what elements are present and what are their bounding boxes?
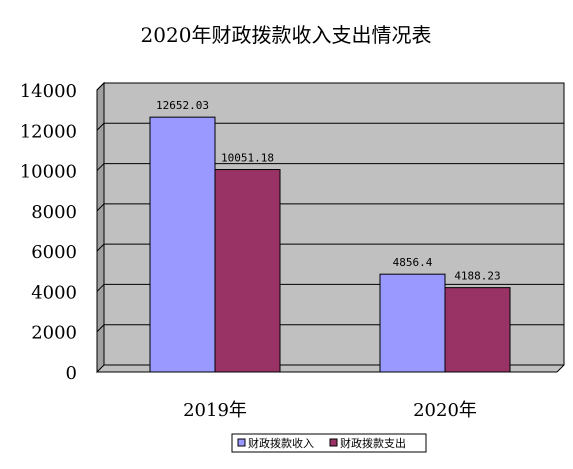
legend: 财政拨款收入 财政拨款支出 <box>231 433 427 453</box>
gridline-diag <box>96 163 105 171</box>
bar <box>149 116 216 373</box>
y-tick-label: 2000 <box>31 323 77 344</box>
legend-swatch <box>237 438 246 447</box>
data-label: 4856.4 <box>393 256 433 269</box>
bar <box>444 287 511 373</box>
bar <box>379 273 446 373</box>
y-tick-label: 0 <box>66 363 77 384</box>
legend-box <box>231 433 427 453</box>
gridline-diag <box>96 243 105 252</box>
y-tick-label: 10000 <box>20 162 77 183</box>
x-tick-label: 2019年 <box>183 400 247 421</box>
gridline-diag <box>96 324 105 333</box>
gridline-diag <box>96 82 105 91</box>
y-tick-label: 14000 <box>20 81 77 102</box>
gridline-diag <box>96 203 105 212</box>
x-axis-edge <box>556 364 565 373</box>
gridline-diag <box>96 122 105 131</box>
legend-swatch <box>329 438 338 447</box>
data-label: 4188.23 <box>454 270 500 283</box>
gridline-diag <box>96 284 105 292</box>
legend-label: 财政拨款支出 <box>340 436 406 450</box>
y-tick-label: 4000 <box>31 282 77 303</box>
plot-area: 0 2000 4000 6000 8000 10000 12000 14000 12652.03… <box>20 81 565 421</box>
data-label: 10051.18 <box>221 152 274 165</box>
bar <box>214 169 281 373</box>
legend-label: 财政拨款收入 <box>248 436 314 450</box>
chart-title: 2020年财政拨款收入支出情况表 <box>141 23 432 47</box>
y-tick-label: 8000 <box>31 202 77 223</box>
data-label: 12652.03 <box>156 99 209 112</box>
y-tick-label: 6000 <box>31 242 77 263</box>
x-tick-label: 2020年 <box>413 400 477 421</box>
y-tick-label: 12000 <box>20 121 77 142</box>
